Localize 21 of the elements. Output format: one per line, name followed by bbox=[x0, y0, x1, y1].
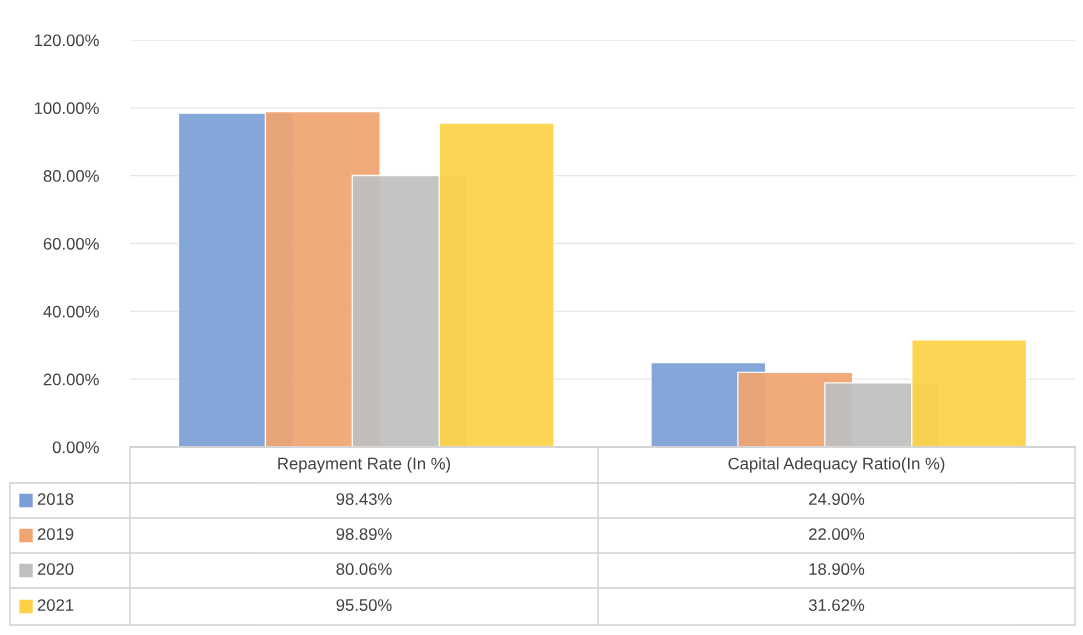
data-label: 98.43% bbox=[336, 493, 392, 505]
y-tick-label: 20.00% bbox=[43, 373, 99, 386]
data-label: 24.90% bbox=[809, 493, 865, 505]
data-label: 80.06% bbox=[336, 563, 392, 575]
data-label: 98.89% bbox=[336, 528, 392, 540]
data-label: 31.62% bbox=[808, 599, 865, 611]
y-tick-label: 100.00% bbox=[34, 102, 99, 115]
x-tick-label: Repayment Rate (In %) bbox=[278, 457, 451, 473]
data-label: 18.90% bbox=[809, 563, 865, 575]
legend-label: 2021 bbox=[37, 599, 74, 611]
x-tick-label: Capital Adequacy Ratio(In %) bbox=[728, 457, 945, 473]
legend-label: 2018 bbox=[37, 493, 74, 505]
legend-label: 2019 bbox=[37, 528, 74, 540]
y-tick-label: 60.00% bbox=[43, 237, 99, 250]
y-tick-label: 0.00% bbox=[52, 441, 99, 454]
data-label: 95.50% bbox=[336, 599, 392, 611]
legend-label: 2020 bbox=[37, 563, 74, 575]
y-tick-label: 80.00% bbox=[43, 170, 99, 182]
y-tick-label: 40.00% bbox=[43, 305, 99, 318]
data-label: 22.00% bbox=[809, 528, 865, 540]
y-tick-label: 120.00% bbox=[34, 34, 99, 47]
